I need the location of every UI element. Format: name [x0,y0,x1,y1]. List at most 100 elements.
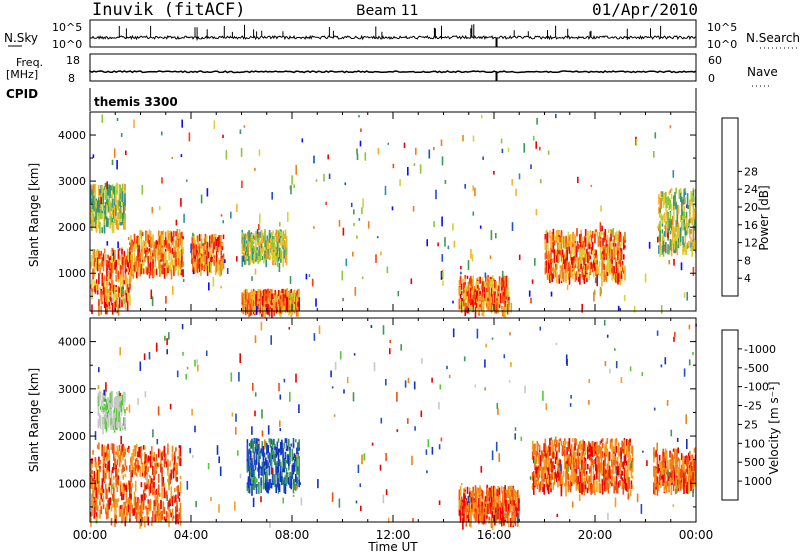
range-gate-cell [209,254,211,262]
range-gate-cell [511,511,513,515]
range-gate-cell [572,273,574,279]
range-gate-cell [160,453,162,464]
range-gate-cell [487,291,489,300]
range-gate-cell [117,249,120,259]
range-gate-cell [290,304,293,316]
range-gate-cell [256,446,259,455]
range-gate-cell [220,285,222,289]
range-gate-cell [286,454,289,464]
range-gate-cell [692,227,695,239]
range-gate-cell [91,484,93,489]
range-gate-cell [508,300,510,313]
range-gate-cell [222,220,224,224]
range-gate-cell [468,502,471,513]
range-gate-cell [168,481,170,491]
range-gate-cell [463,299,465,305]
range-gate-cell [236,256,238,262]
range-gate-cell [285,439,288,451]
range-gate-cell [497,290,500,300]
range-gate-cell [561,476,564,485]
range-gate-cell [474,511,477,518]
range-gate-cell [683,245,685,253]
range-gate-cell [197,254,200,260]
range-gate-cell [167,230,169,234]
range-gate-cell [574,260,577,264]
range-gate-cell [210,235,212,248]
range-gate-cell [125,150,127,156]
range-gate-cell [571,255,573,259]
range-gate-cell [147,248,150,254]
range-gate-cell [296,296,298,309]
range-gate-cell [160,463,162,473]
range-gate-cell [549,477,551,487]
range-gate-cell [292,443,295,447]
range-gate-cell [658,226,660,232]
range-gate-cell [267,238,270,249]
range-gate-cell [269,248,272,254]
range-gate-cell [197,244,200,255]
range-gate-cell [537,443,540,447]
range-gate-cell [544,442,547,451]
range-gate-cell [111,303,114,315]
range-gate-cell [171,496,174,507]
range-gate-cell [549,269,551,274]
range-gate-cell [114,301,116,313]
range-gate-cell [145,250,147,258]
range-gate-cell [460,501,463,510]
range-gate-cell [118,444,121,451]
range-gate-cell [249,237,252,247]
range-gate-cell [163,507,166,515]
range-gate-cell [172,236,174,242]
range-gate-cell [118,411,120,424]
range-gate-cell [91,198,93,205]
range-gate-cell [144,466,146,478]
range-gate-cell [148,229,151,236]
range-gate-cell [152,479,154,489]
range-gate-cell [265,305,267,310]
range-gate-cell [504,512,506,520]
range-gate-cell [246,484,249,491]
range-gate-cell [356,153,359,160]
range-gate-cell [580,229,582,234]
range-gate-cell [161,241,163,246]
range-gate-cell [690,241,692,248]
range-gate-cell [283,458,285,471]
range-gate-cell [93,267,96,272]
range-gate-cell [683,221,685,231]
range-gate-cell [284,475,287,485]
range-gate-cell [496,296,499,302]
range-gate-cell [618,230,620,241]
range-gate-cell [137,451,139,458]
range-gate-cell [466,275,469,279]
range-gate-cell [553,240,556,246]
range-gate-cell [599,231,602,237]
range-gate-cell [113,397,116,408]
range-gate-cell [364,152,367,161]
range-gate-cell [178,445,181,449]
range-gate-cell [475,297,478,303]
range-gate-cell [269,478,272,485]
range-gate-cell [163,458,166,468]
range-gate-cell [119,201,122,214]
range-gate-cell [94,480,97,490]
range-gate-cell [470,303,472,311]
range-gate-cell [282,230,284,242]
range-gate-cell [538,464,541,476]
range-gate-cell [111,217,114,222]
range-gate-cell [118,184,121,192]
nave-label: Nave [747,65,778,79]
range-gate-cell [110,411,112,418]
range-gate-cell [659,239,661,250]
range-gate-cell [279,222,281,227]
range-gate-cell [260,299,263,305]
range-gate-cell [624,245,626,249]
range-gate-cell [589,230,592,238]
range-gate-cell [116,459,119,465]
range-gate-cell [678,232,681,238]
range-gate-cell [267,462,269,468]
range-gate-cell [104,391,107,397]
range-gate-cell [98,423,101,427]
range-gate-cell [692,189,695,202]
range-gate-cell [120,394,123,400]
range-gate-cell [134,261,137,272]
